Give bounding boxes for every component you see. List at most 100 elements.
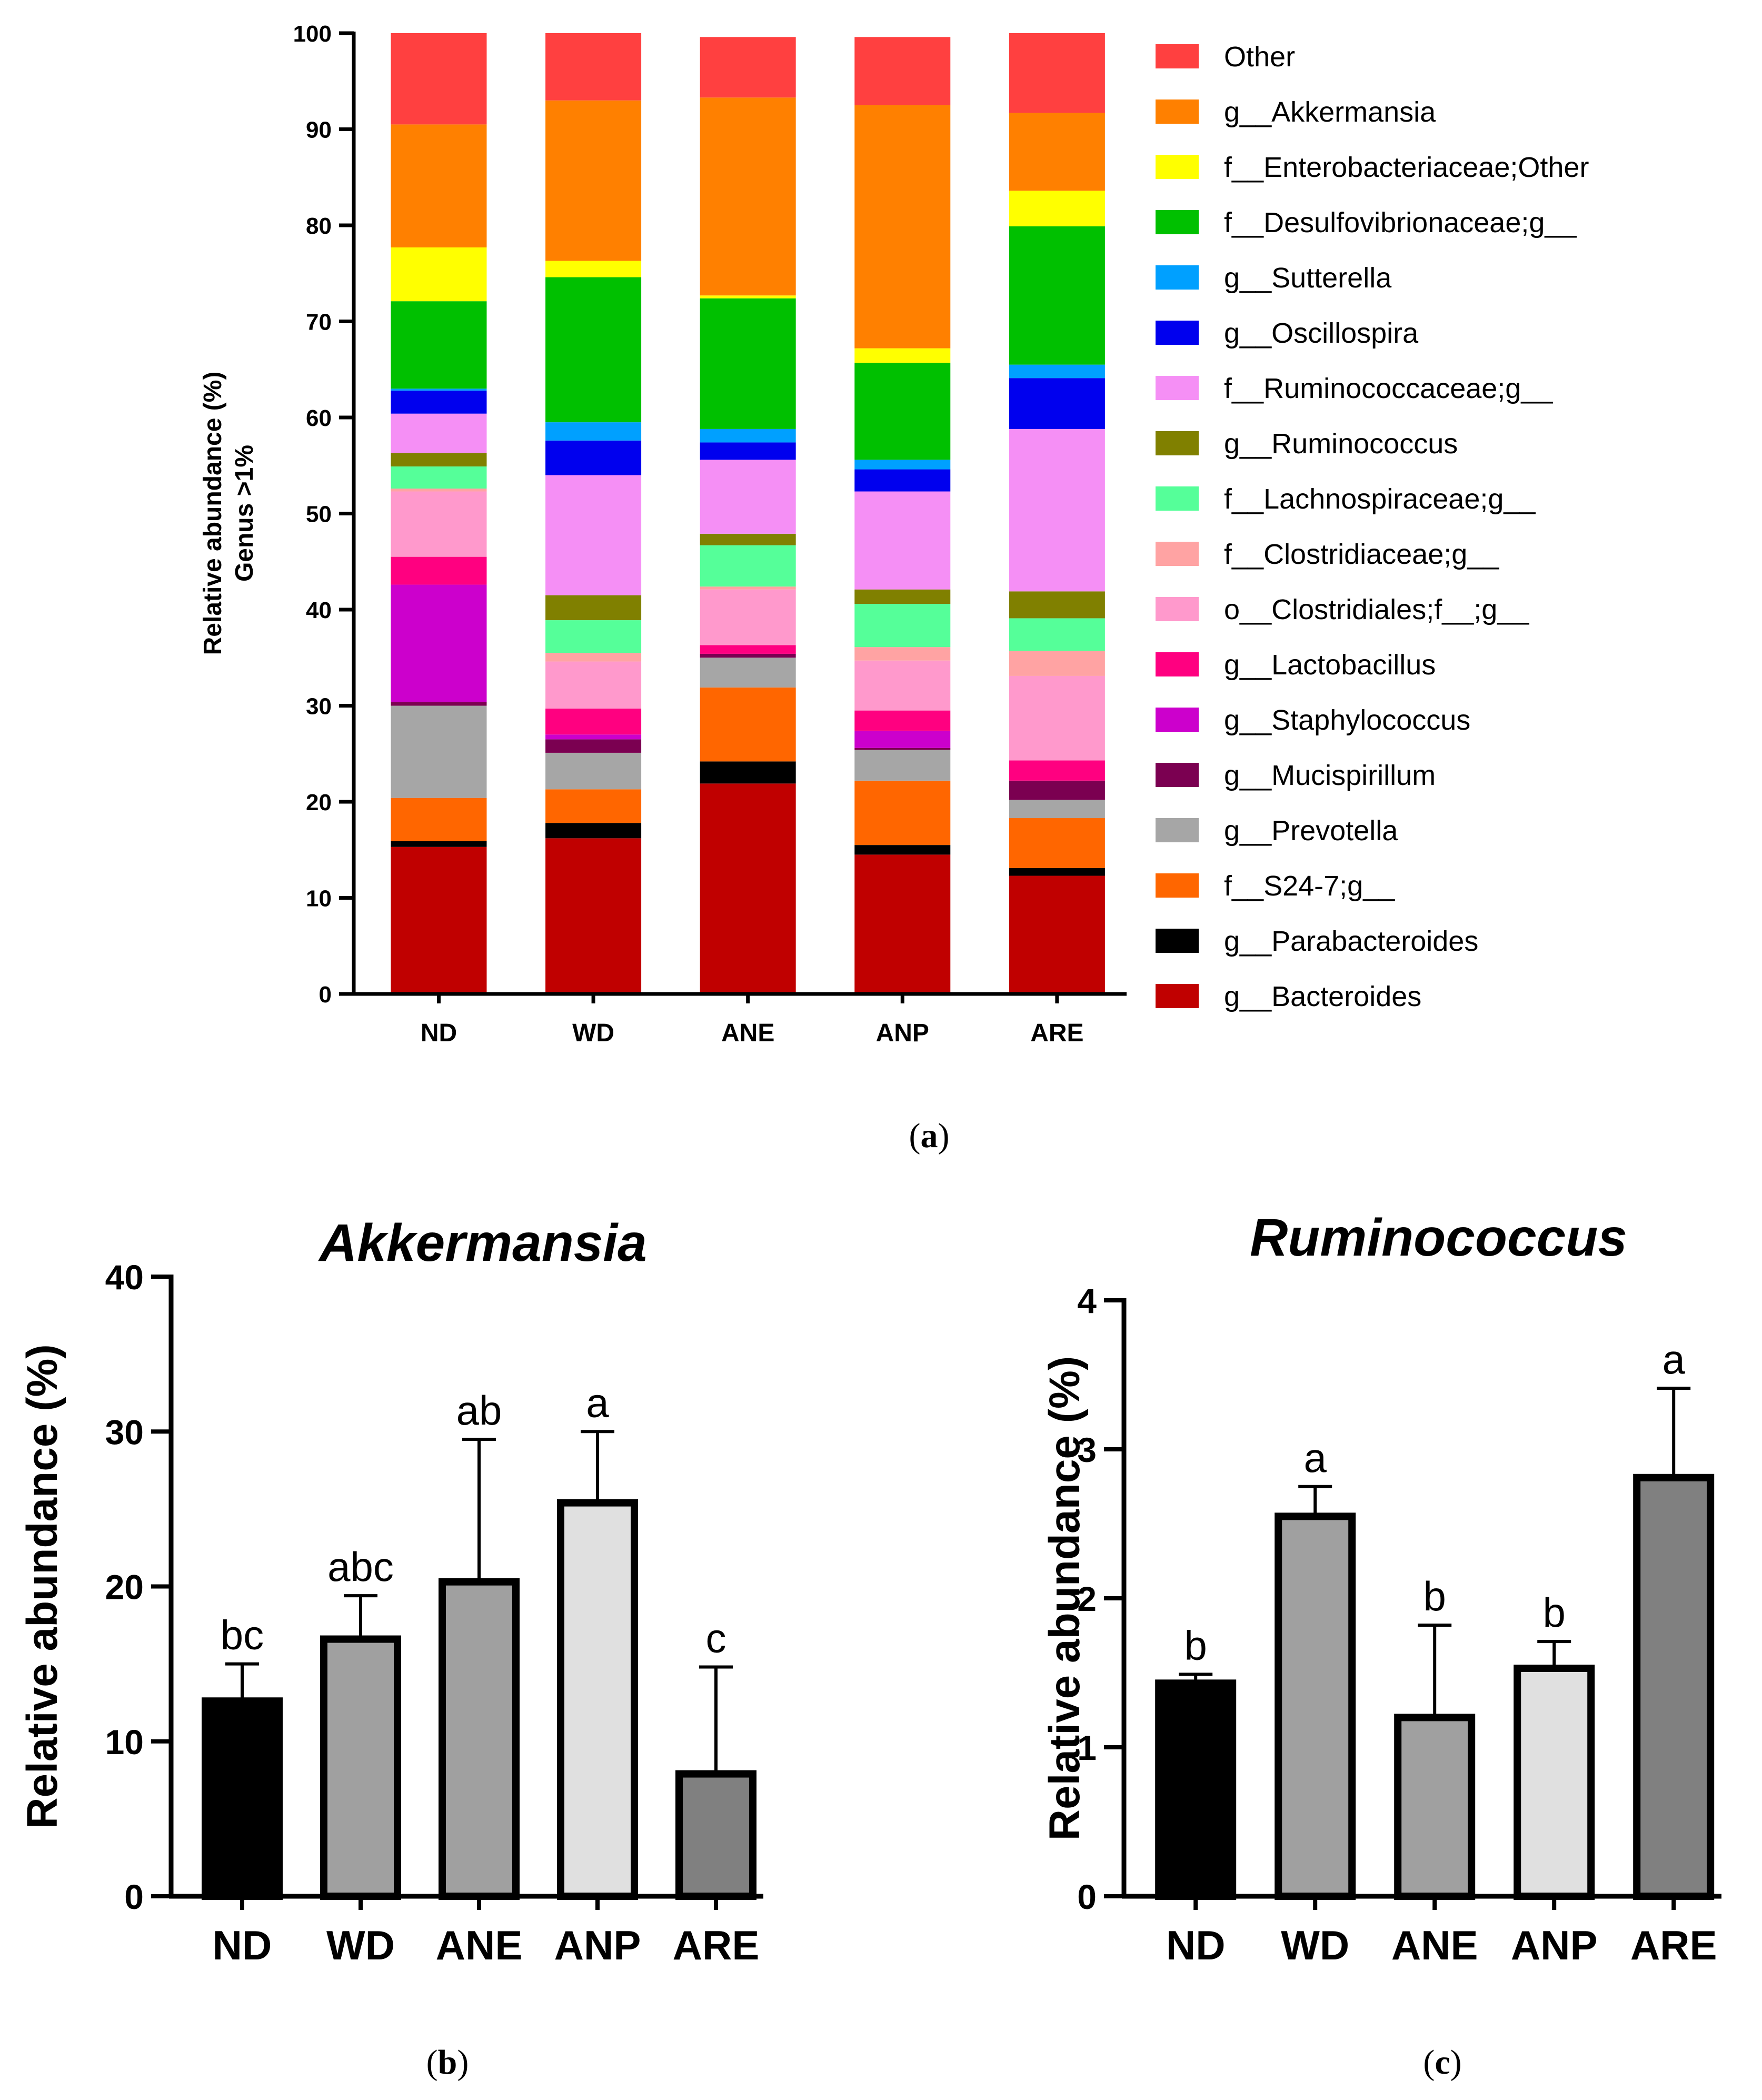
- bar-anp: [1514, 1665, 1595, 1900]
- legend-swatch-g-prevotella: [1156, 818, 1199, 842]
- bar-segment-wd-f-lachnospiraceae-g: [545, 620, 642, 653]
- bar-segment-ane-g-bacteroides: [700, 783, 796, 994]
- chart-title: Ruminococcus: [1250, 1208, 1627, 1267]
- bar-segment-are-f-clostridiaceae-g: [1009, 651, 1105, 676]
- bar-segment-wd-o-clostridiales-f-g: [545, 661, 642, 709]
- bar-segment-nd-f-clostridiaceae-g: [391, 489, 487, 492]
- x-tick-label-anp: ANP: [1511, 1922, 1598, 1968]
- bar-segment-ane-f-desulfovibrionaceae-g: [700, 298, 796, 429]
- y-tick-label-60: 60: [306, 405, 332, 431]
- legend-swatch-g-lactobacillus: [1156, 652, 1199, 676]
- legend-label-f-enterobacteriaceae-other: f__Enterobacteriaceae;Other: [1224, 152, 1589, 183]
- bar-segment-ane-g-mucispirillum: [700, 653, 796, 658]
- significance-label-nd: bc: [221, 1612, 264, 1658]
- bar-segment-anp-g-mucispirillum: [854, 748, 951, 750]
- legend-label-g-mucispirillum: g__Mucispirillum: [1224, 760, 1436, 791]
- bar-segment-nd-g-bacteroides: [391, 847, 487, 994]
- bar-segment-nd-g-ruminococcus: [391, 453, 487, 467]
- bar-segment-are-f-lachnospiraceae-g: [1009, 618, 1105, 651]
- bar-segment-wd-g-mucispirillum: [545, 739, 642, 753]
- bar-segment-wd-g-parabacteroides: [545, 823, 642, 839]
- y-tick-label-30: 30: [105, 1412, 144, 1451]
- bar-segment-are-g-oscillospira: [1009, 378, 1105, 429]
- bar-segment-nd-g-sutterella: [391, 389, 487, 391]
- bar-segment-wd-g-staphylococcus: [545, 734, 642, 740]
- legend-swatch-g-staphylococcus: [1156, 708, 1199, 732]
- bar-segment-are-o-clostridiales-f-g: [1009, 675, 1105, 761]
- bar-segment-wd-g-oscillospira: [545, 440, 642, 475]
- bar-segment-nd-f-lachnospiraceae-g: [391, 466, 487, 489]
- bar-ane: [1394, 1714, 1476, 1900]
- legend-label-other: Other: [1224, 41, 1295, 73]
- bar-segment-nd-g-oscillospira: [391, 390, 487, 414]
- bar-segment-ane-g-parabacteroides: [700, 761, 796, 784]
- legend-swatch-other: [1156, 44, 1199, 68]
- y-tick-label-100: 100: [293, 21, 332, 47]
- bar-segment-wd-f-clostridiaceae-g: [545, 653, 642, 662]
- bar-segment-nd-g-parabacteroides: [391, 841, 487, 847]
- bar-segment-wd-other: [545, 33, 642, 101]
- y-tick-label-30: 30: [306, 694, 332, 720]
- legend-label-f-desulfovibrionaceae-g: f__Desulfovibrionaceae;g__: [1224, 207, 1577, 238]
- bar-segment-wd-g-bacteroides: [545, 838, 642, 994]
- x-tick-label-wd: WD: [326, 1922, 395, 1968]
- legend-swatch-f-clostridiaceae-g: [1156, 542, 1199, 566]
- panel-a-stacked-chart: ND WD ANE ANP ARE 0 10 20 30 40 50 60 70 80 90 100 Relat…: [199, 21, 1127, 1047]
- y-tick-label-3: 3: [1077, 1430, 1097, 1469]
- legend-swatch-g-sutterella: [1156, 265, 1199, 290]
- bar-segment-are-g-parabacteroides: [1009, 868, 1105, 876]
- legend-swatch-o-clostridiales-f-g: [1156, 597, 1199, 621]
- bar-segment-wd-g-sutterella: [545, 422, 642, 441]
- legend-label-g-oscillospira: g__Oscillospira: [1224, 317, 1419, 349]
- y-tick-label-0: 0: [124, 1877, 144, 1916]
- bar-segment-are-g-sutterella: [1009, 364, 1105, 379]
- legend-swatch-g-bacteroides: [1156, 984, 1199, 1008]
- x-tick-label-are: ARE: [673, 1922, 760, 1968]
- panel-b-akkermansia-chart: Akkermansia bc ND abc WD ab ANE a ANP c ARE 0 10 20 30…: [18, 1213, 763, 1968]
- significance-label-anp: b: [1543, 1589, 1566, 1636]
- bar-segment-wd-f-ruminococcaceae-g: [545, 475, 642, 595]
- y-tick-label-1: 1: [1077, 1728, 1097, 1767]
- bar-segment-nd-g-akkermansia: [391, 124, 487, 247]
- legend-swatch-f-lachnospiraceae-g: [1156, 486, 1199, 511]
- bar-segment-nd-f-ruminococcaceae-g: [391, 413, 487, 453]
- legend-swatch-g-parabacteroides: [1156, 929, 1199, 953]
- x-tick-label-are: ARE: [1630, 1922, 1717, 1968]
- bar-segment-nd-o-clostridiales-f-g: [391, 491, 487, 557]
- legend-swatch-f-enterobacteriaceae-other: [1156, 155, 1199, 179]
- legend-label-g-lactobacillus: g__Lactobacillus: [1224, 649, 1436, 681]
- bar-segment-nd-g-prevotella: [391, 705, 487, 798]
- y-tick-label-10: 10: [306, 886, 332, 912]
- legend-swatch-g-oscillospira: [1156, 321, 1199, 345]
- bar-segment-nd-g-staphylococcus: [391, 584, 487, 702]
- legend-swatch-g-mucispirillum: [1156, 763, 1199, 787]
- y-tick-label-10: 10: [105, 1723, 144, 1761]
- bar-segment-are-g-akkermansia: [1009, 113, 1105, 191]
- legend-label-g-parabacteroides: g__Parabacteroides: [1224, 925, 1478, 957]
- significance-label-ane: b: [1423, 1573, 1446, 1619]
- x-tick-label-anp: ANP: [876, 1019, 929, 1047]
- y-tick-label-0: 0: [1077, 1877, 1097, 1916]
- x-tick-label-ane: ANE: [721, 1019, 774, 1047]
- y-tick-label-90: 90: [306, 117, 332, 143]
- bar-segment-are-f-s24-7-g: [1009, 818, 1105, 868]
- bar-segment-nd-f-enterobacteriaceae-other: [391, 247, 487, 302]
- bar-segment-anp-g-lactobacillus: [854, 710, 951, 731]
- chart-title: Akkermansia: [317, 1213, 647, 1272]
- bar-segment-are-g-bacteroides: [1009, 875, 1105, 994]
- x-tick-label-ane: ANE: [436, 1922, 523, 1968]
- bar-segment-nd-other: [391, 33, 487, 125]
- significance-label-anp: a: [586, 1379, 609, 1426]
- bar-segment-anp-f-clostridiaceae-g: [854, 647, 951, 661]
- significance-label-nd: b: [1184, 1622, 1207, 1668]
- bar-are: [675, 1770, 756, 1900]
- legend-swatch-g-akkermansia: [1156, 99, 1199, 124]
- panel-a-legend: Other g__Akkermansia f__Enterobacteriaceae…: [1156, 41, 1589, 1012]
- bar-segment-wd-g-lactobacillus: [545, 708, 642, 735]
- y-axis-subtitle: Genus >1%: [231, 445, 258, 582]
- y-tick-label-20: 20: [105, 1568, 144, 1607]
- y-tick-label-2: 2: [1077, 1579, 1097, 1618]
- legend-label-o-clostridiales-f-g: o__Clostridiales;f__;g__: [1224, 594, 1529, 625]
- y-tick-label-0: 0: [319, 982, 332, 1008]
